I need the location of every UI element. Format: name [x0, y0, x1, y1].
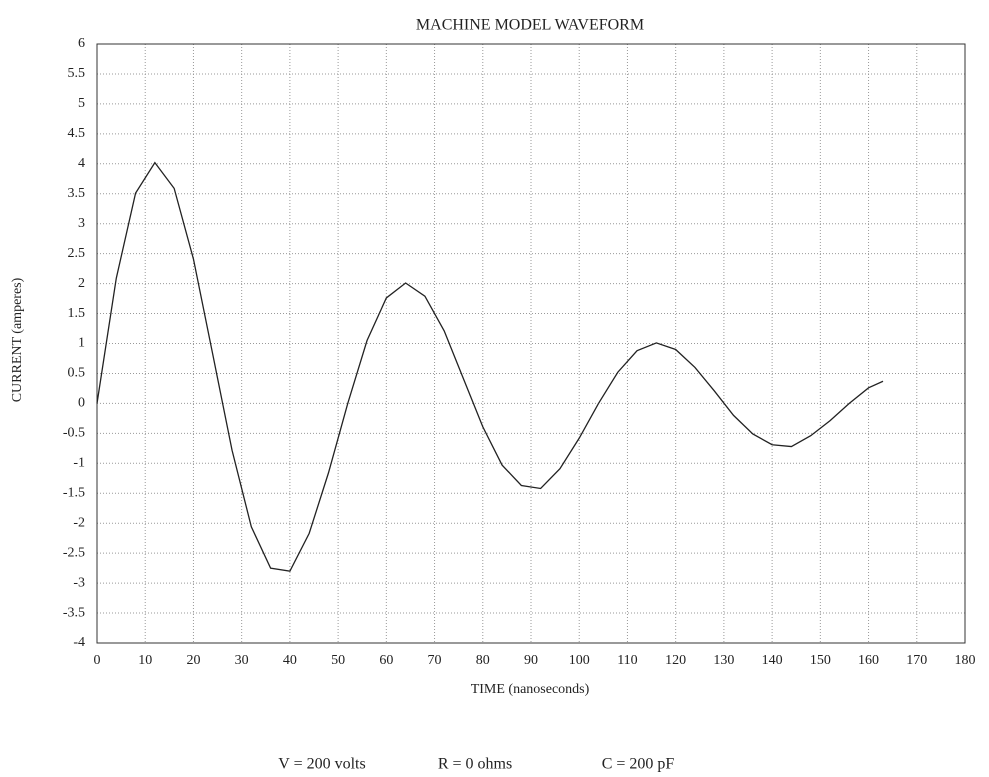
x-tick-label: 160 [858, 653, 879, 668]
y-tick-label: -1 [73, 456, 85, 471]
y-tick-label: -2 [73, 515, 85, 530]
annotation: V = 200 volts [278, 756, 365, 773]
x-tick-label: 0 [94, 653, 101, 668]
y-tick-label: 5.5 [68, 66, 86, 81]
y-tick-label: -3.5 [63, 605, 85, 620]
x-axis-label: TIME (nanoseconds) [471, 682, 590, 697]
x-tick-label: 20 [186, 653, 200, 668]
y-tick-label: 4.5 [68, 126, 86, 141]
y-axis-label: CURRENT (amperes) [10, 277, 25, 402]
x-tick-label: 70 [428, 653, 442, 668]
y-tick-label: 5 [78, 96, 85, 111]
y-tick-label: 6 [78, 36, 85, 51]
y-tick-label: -1.5 [63, 485, 85, 500]
x-tick-label: 30 [235, 653, 249, 668]
annotation: C = 200 pF [602, 756, 675, 773]
chart-title: MACHINE MODEL WAVEFORM [416, 17, 644, 34]
y-tick-label: 1 [78, 336, 85, 351]
x-tick-label: 100 [569, 653, 590, 668]
plot-frame [96, 43, 966, 644]
y-tick-label: 4 [78, 156, 85, 171]
x-tick-label: 140 [762, 653, 783, 668]
annotation: R = 0 ohms [438, 756, 512, 773]
x-tick-label: 50 [331, 653, 345, 668]
y-tick-label: 1.5 [68, 306, 86, 321]
y-tick-label: 3 [78, 216, 85, 231]
x-tick-label: 90 [524, 653, 538, 668]
y-tick-label: 3.5 [68, 186, 86, 201]
y-tick-label: -4 [73, 635, 85, 650]
y-tick-label: 2.5 [68, 246, 86, 261]
x-tick-label: 110 [617, 653, 637, 668]
y-tick-label: 0.5 [68, 366, 86, 381]
y-tick-label: -2.5 [63, 545, 85, 560]
y-tick-label: 2 [78, 276, 85, 291]
x-tick-label: 130 [713, 653, 734, 668]
x-tick-label: 150 [810, 653, 831, 668]
y-tick-label: -3 [73, 575, 85, 590]
x-tick-label: 120 [665, 653, 686, 668]
y-tick-label: -0.5 [63, 426, 85, 441]
y-tick-label: 0 [78, 396, 85, 411]
x-tick-label: 170 [906, 653, 927, 668]
x-tick-label: 40 [283, 653, 297, 668]
x-tick-label: 10 [138, 653, 152, 668]
x-tick-label: 80 [476, 653, 490, 668]
x-tick-label: 180 [955, 653, 976, 668]
data-line [96, 161, 884, 572]
x-tick-label: 60 [379, 653, 393, 668]
